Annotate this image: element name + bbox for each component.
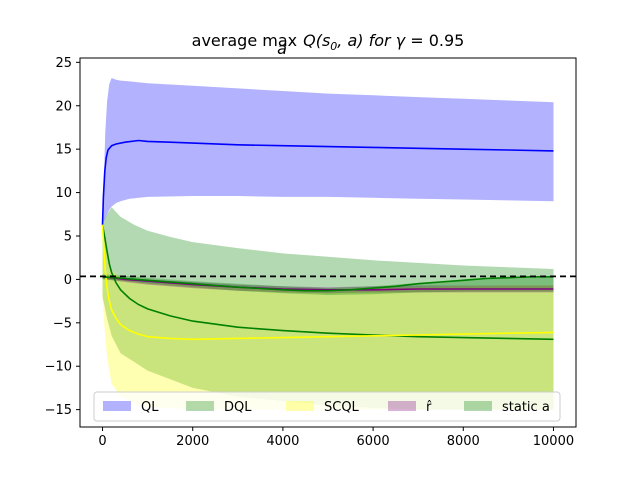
series-lines [101, 139, 554, 341]
y-tick-label: 20 [55, 99, 72, 114]
y-tick-label: −5 [53, 316, 72, 331]
y-tick-label: 15 [55, 143, 72, 158]
band-2 [102, 207, 554, 410]
y-tick-label: 25 [55, 56, 72, 71]
series-line-2 [101, 224, 554, 341]
legend-label-3: SCQL [324, 400, 360, 415]
y-tick-label: 10 [55, 186, 72, 201]
x-tick-label: 4000 [266, 434, 299, 449]
series-line-5 [102, 275, 554, 292]
y-axis-ticks: −15 −10 −5 0 5 10 15 20 25 [45, 56, 80, 418]
y-tick-label: 5 [64, 229, 72, 244]
x-tick-label: 6000 [357, 434, 390, 449]
band-1 [102, 78, 554, 223]
series-line-3 [101, 224, 554, 341]
confidence-bands [102, 78, 554, 410]
x-axis-ticks: 0 2000 4000 6000 8000 10000 [98, 427, 574, 449]
x-tick-label: 2000 [176, 434, 209, 449]
chart-title-text: average max Q(s0, a) for γ = 0.95 [192, 31, 465, 53]
y-tick-label: −15 [45, 403, 72, 418]
x-tick-label: 0 [98, 434, 106, 449]
legend-swatch-1 [103, 401, 131, 411]
legend-swatch-3 [286, 401, 314, 411]
band-5 [102, 274, 554, 295]
band-3 [102, 223, 554, 410]
y-tick-label: 0 [64, 273, 72, 288]
chart-title: average max Q(s0, a) for γ = 0.95 a [192, 31, 465, 58]
series-line-1 [101, 139, 554, 225]
y-tick-label: −10 [45, 360, 72, 375]
x-tick-label: 8000 [447, 434, 480, 449]
legend-swatch-2 [186, 401, 214, 411]
legend-label-1: QL [141, 400, 159, 415]
legend-box [93, 391, 561, 422]
legend-label-4: r̂ [426, 400, 432, 415]
legend: QL DQL SCQL r̂ static a [93, 391, 561, 422]
legend-items: QL DQL SCQL r̂ static a [103, 400, 550, 415]
legend-swatch-5 [464, 401, 492, 411]
x-tick-label: 10000 [533, 434, 574, 449]
plot-frame [79, 57, 577, 428]
chart-title-subscript: a [277, 39, 287, 58]
legend-swatch-4 [388, 401, 416, 411]
legend-label-2: DQL [224, 400, 252, 415]
legend-label-5: static a [502, 400, 550, 415]
